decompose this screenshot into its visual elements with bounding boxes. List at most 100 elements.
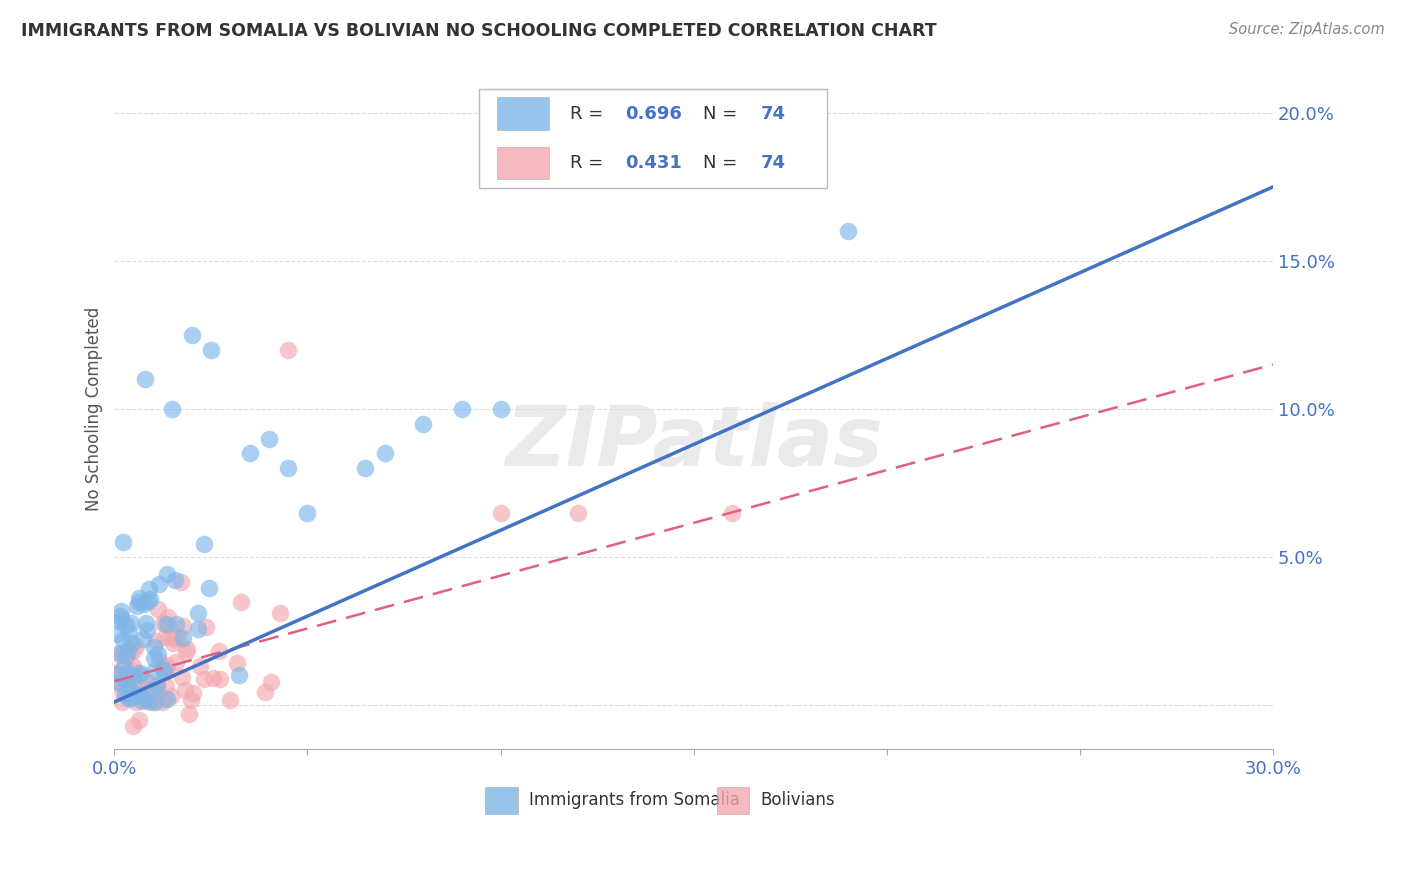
Point — [165, 656, 187, 670]
Point — [225, 656, 247, 670]
Point — [134, 372, 156, 386]
FancyBboxPatch shape — [496, 97, 548, 130]
Point — [165, 573, 187, 587]
Point — [156, 657, 179, 672]
Point — [228, 668, 250, 682]
Point — [176, 641, 198, 656]
Point — [173, 683, 195, 698]
Point — [157, 610, 180, 624]
Point — [146, 678, 169, 692]
Point — [180, 692, 202, 706]
Point — [200, 343, 222, 357]
Text: Source: ZipAtlas.com: Source: ZipAtlas.com — [1229, 22, 1385, 37]
Point — [107, 666, 129, 681]
Point — [190, 659, 212, 673]
Point — [172, 618, 194, 632]
Point — [122, 683, 145, 698]
Point — [108, 676, 131, 690]
Point — [111, 633, 134, 648]
Point — [269, 606, 291, 620]
Point — [202, 672, 225, 686]
Point — [115, 678, 138, 692]
Text: 0.696: 0.696 — [626, 104, 682, 122]
Point — [114, 648, 136, 663]
Point — [179, 706, 201, 721]
Text: Bolivians: Bolivians — [761, 791, 835, 809]
Point — [721, 506, 744, 520]
Point — [111, 695, 134, 709]
Point — [135, 616, 157, 631]
Point — [146, 601, 169, 615]
Point — [131, 694, 153, 708]
Point — [143, 640, 166, 654]
Point — [162, 636, 184, 650]
Point — [354, 461, 377, 475]
Point — [153, 692, 176, 706]
Point — [412, 417, 434, 431]
Point — [108, 647, 131, 661]
Text: N =: N = — [703, 104, 742, 122]
Point — [277, 461, 299, 475]
Point — [837, 224, 859, 238]
Point — [122, 718, 145, 732]
Point — [180, 327, 202, 342]
Point — [118, 645, 141, 659]
Point — [120, 615, 142, 630]
Point — [208, 672, 231, 686]
Point — [107, 674, 129, 689]
Point — [146, 680, 169, 694]
Point — [257, 432, 280, 446]
Point — [162, 401, 184, 416]
Point — [114, 660, 136, 674]
Point — [117, 690, 139, 705]
Point — [127, 599, 149, 614]
Point — [118, 691, 141, 706]
Point — [128, 595, 150, 609]
Point — [489, 401, 512, 416]
Point — [231, 595, 253, 609]
Point — [152, 662, 174, 676]
Point — [156, 691, 179, 706]
Point — [107, 666, 129, 681]
Point — [125, 639, 148, 653]
Point — [148, 576, 170, 591]
Point — [135, 681, 157, 695]
Point — [122, 644, 145, 658]
Point — [120, 682, 142, 697]
Point — [174, 645, 197, 659]
Point — [134, 679, 156, 693]
Point — [122, 669, 145, 683]
Point — [157, 618, 180, 632]
Point — [198, 581, 221, 595]
Point — [193, 537, 215, 551]
Point — [143, 664, 166, 678]
Point — [153, 630, 176, 644]
Point — [114, 687, 136, 701]
Point — [156, 566, 179, 581]
Text: R =: R = — [569, 154, 609, 172]
Point — [118, 626, 141, 640]
Point — [128, 591, 150, 605]
Point — [239, 446, 262, 460]
Point — [132, 632, 155, 647]
FancyBboxPatch shape — [496, 146, 548, 179]
Point — [489, 506, 512, 520]
Point — [277, 343, 299, 357]
Point — [121, 636, 143, 650]
Point — [165, 617, 187, 632]
Point — [451, 401, 474, 416]
Point — [160, 630, 183, 644]
Point — [193, 672, 215, 686]
Point — [129, 666, 152, 681]
Point — [128, 713, 150, 727]
Point — [132, 598, 155, 612]
Text: N =: N = — [703, 154, 742, 172]
Text: 74: 74 — [761, 104, 786, 122]
Point — [181, 686, 204, 700]
Point — [163, 632, 186, 646]
Point — [172, 631, 194, 645]
Point — [114, 617, 136, 632]
Point — [150, 695, 173, 709]
Y-axis label: No Schooling Completed: No Schooling Completed — [86, 307, 103, 511]
Point — [125, 695, 148, 709]
